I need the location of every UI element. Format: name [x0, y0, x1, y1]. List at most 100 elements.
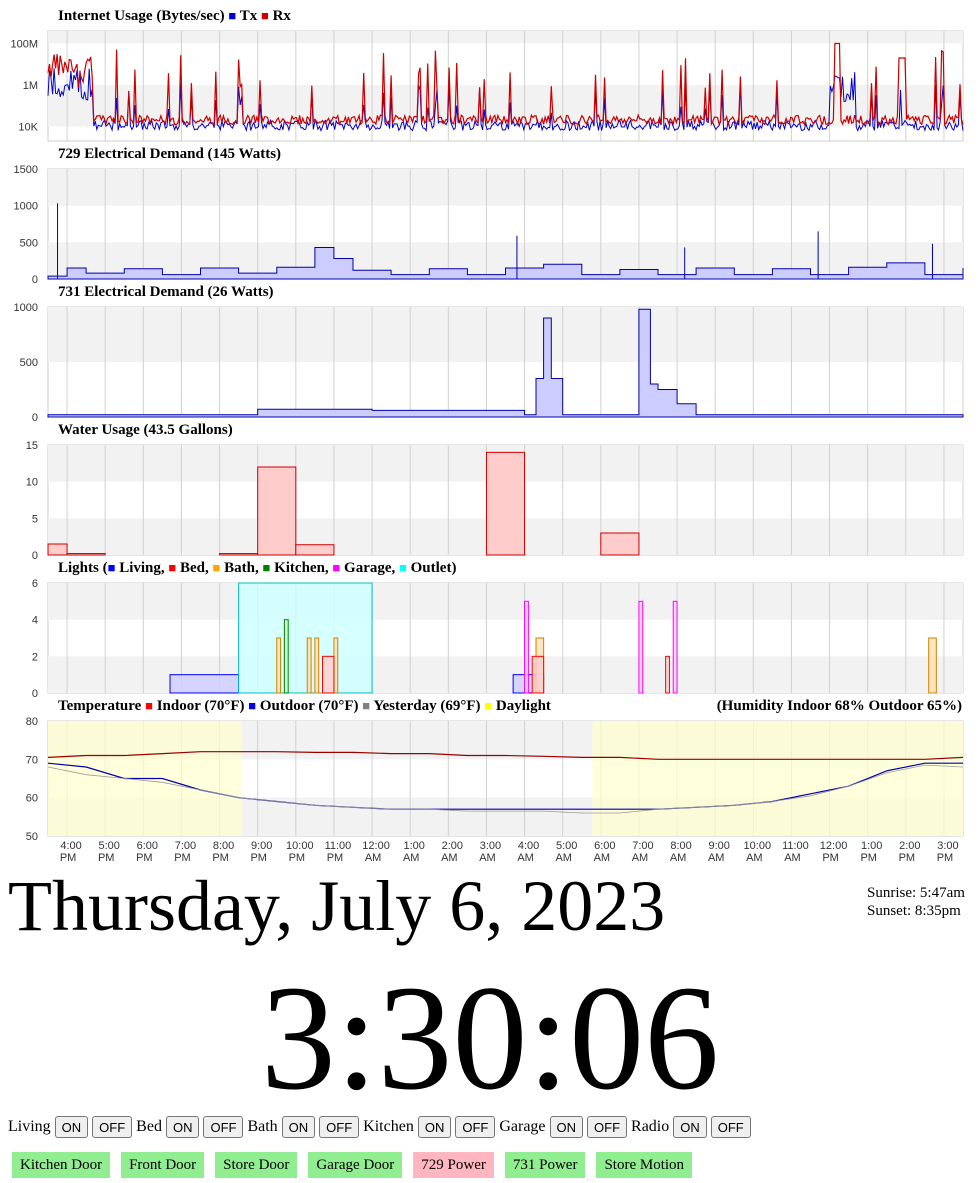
x-tick-label-time: 9:00: [708, 840, 729, 852]
e731-y-tick-label: 1000: [14, 302, 38, 314]
living-off-button[interactable]: OFF: [92, 1116, 133, 1138]
x-tick-label-meridiem: PM: [212, 852, 229, 864]
x-tick-label-meridiem: PM: [822, 852, 839, 864]
rx-legend-label: Rx: [272, 8, 291, 24]
e729-y-tick-label: 1500: [14, 164, 38, 176]
bed-legend-label: Bed,: [180, 560, 209, 576]
x-tick-label-meridiem: PM: [860, 852, 877, 864]
temperature-yesterday-line: [47, 764, 964, 814]
bed-legend-swatch: ■: [168, 560, 177, 575]
internet-band: [48, 31, 963, 44]
lights-title-suffix: ): [451, 560, 457, 576]
lights-bed-segment: [665, 655, 670, 694]
x-tick-label-time: 4:00: [60, 840, 81, 852]
status-store-motion: Store Motion: [596, 1152, 693, 1178]
kitchen-on-button[interactable]: ON: [417, 1116, 452, 1138]
water-bar: [47, 543, 68, 556]
x-tick-label-time: 12:00: [362, 840, 390, 852]
bed-off-button[interactable]: OFF: [203, 1116, 244, 1138]
e731-y-tick-label: 0: [32, 412, 38, 424]
x-tick-label-meridiem: AM: [594, 852, 611, 864]
status-729-power: 729 Power: [413, 1152, 494, 1178]
garage-off-button[interactable]: OFF: [587, 1116, 628, 1138]
x-tick-label-meridiem: AM: [555, 852, 572, 864]
lights-title-prefix: Lights (: [58, 560, 108, 576]
indoor-legend-swatch: ■: [145, 698, 153, 713]
yesterday-legend-swatch: ■: [362, 698, 371, 713]
rx-legend-swatch: ■: [260, 8, 269, 23]
e729-y-tick-label: 0: [32, 274, 38, 286]
x-tick-label-meridiem: PM: [289, 852, 306, 864]
x-tick-label-time: 12:00: [820, 840, 848, 852]
water-y-tick-label: 0: [32, 550, 38, 562]
x-tick-label-time: 5:00: [556, 840, 577, 852]
x-tick-label-meridiem: AM: [479, 852, 496, 864]
lights-y-tick-label: 0: [32, 688, 38, 700]
x-tick-label-meridiem: AM: [784, 852, 801, 864]
lights-garage-segment: [638, 600, 644, 694]
x-tick-label-time: 8:00: [213, 840, 234, 852]
bath-legend-swatch: ■: [212, 560, 221, 575]
x-tick-label-meridiem: PM: [174, 852, 191, 864]
lights-bath-segment: [333, 637, 339, 694]
control-label-living: Living: [8, 1118, 51, 1135]
bed-on-button[interactable]: ON: [165, 1116, 200, 1138]
dashboard-charts: 100M1M10K1500100050001000500015105064208…: [10, 30, 964, 864]
x-tick-label-meridiem: PM: [250, 852, 267, 864]
radio-off-button[interactable]: OFF: [710, 1116, 751, 1138]
water-bar: [257, 466, 297, 556]
x-tick-label-time: 9:00: [251, 840, 272, 852]
internet-y-tick-label: 100M: [10, 38, 38, 50]
outdoor-legend-swatch: ■: [248, 698, 257, 713]
control-label-bath: Bath: [247, 1118, 278, 1135]
light-controls: Living ON OFF Bed ON OFF Bath ON OFF Kitchen ON OFF…: [8, 1116, 755, 1138]
water-bar: [66, 553, 106, 556]
e729-band: [48, 169, 963, 206]
x-tick-label-time: 11:00: [782, 840, 809, 852]
living-legend-swatch: ■: [107, 560, 116, 575]
tx-legend-swatch: ■: [228, 8, 237, 23]
x-tick-label-time: 8:00: [670, 840, 691, 852]
indoor-legend-label: Indoor (70°F): [156, 698, 245, 714]
x-tick-label-time: 1:00: [403, 840, 424, 852]
e729-chart-title: 729 Electrical Demand (145 Watts): [58, 146, 282, 162]
radio-on-button[interactable]: ON: [673, 1116, 707, 1138]
x-tick-label-time: 6:00: [137, 840, 158, 852]
temperature-chart-title: Temperature ■ Indoor (70°F) ■ Outdoor (7…: [58, 698, 551, 715]
tx-legend-label: Tx: [239, 8, 258, 24]
bath-on-button[interactable]: ON: [281, 1116, 316, 1138]
lights-bath-segment: [928, 637, 937, 694]
bath-off-button[interactable]: OFF: [319, 1116, 360, 1138]
lights-bed-segment: [531, 655, 545, 694]
status-store-door: Store Door: [215, 1152, 298, 1178]
x-tick-label-time: 4:00: [518, 840, 539, 852]
living-on-button[interactable]: ON: [54, 1116, 89, 1138]
bath-legend-label: Bath,: [224, 560, 259, 576]
water-y-tick-label: 15: [26, 440, 38, 452]
control-label-kitchen: Kitchen: [363, 1118, 414, 1135]
lights-bath-segment: [306, 637, 312, 694]
x-tick-label-meridiem: PM: [136, 852, 153, 864]
internet-chart-title: Internet Usage (Bytes/sec) ■ Tx ■ Rx: [58, 8, 291, 25]
lights-living-segment: [169, 674, 240, 694]
x-tick-label-meridiem: AM: [670, 852, 687, 864]
internet-y-tick-label: 10K: [18, 121, 38, 133]
lights-y-tick-label: 4: [32, 615, 38, 627]
outlet-legend-label: Outlet: [410, 560, 452, 576]
internet-title-text: Internet Usage (Bytes/sec): [58, 8, 225, 24]
x-tick-label-time: 2:00: [899, 840, 920, 852]
x-tick-label-time: 10:00: [286, 840, 314, 852]
garage-on-button[interactable]: ON: [549, 1116, 584, 1138]
status-kitchen-door: Kitchen Door: [12, 1152, 111, 1178]
lights-y-tick-label: 2: [32, 651, 38, 663]
daylight-legend-label: Daylight: [495, 698, 551, 714]
x-tick-label-time: 7:00: [175, 840, 196, 852]
x-tick-label-meridiem: AM: [517, 852, 534, 864]
internet-y-tick-label: 1M: [23, 80, 38, 92]
x-tick-label-meridiem: PM: [327, 852, 344, 864]
kitchen-legend-label: Kitchen,: [274, 560, 329, 576]
kitchen-off-button[interactable]: OFF: [455, 1116, 496, 1138]
water-y-tick-label: 5: [32, 513, 38, 525]
water-bar: [600, 532, 640, 556]
lights-chart-title: Lights (■ Living, ■ Bed, ■ Bath, ■ Kitch…: [58, 560, 456, 577]
